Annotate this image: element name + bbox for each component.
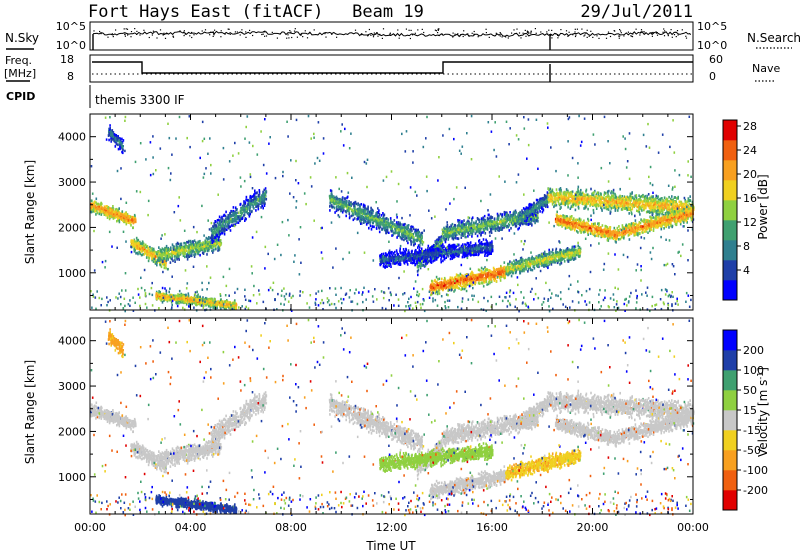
cpid-panel: CPID themis 3300 IF xyxy=(6,85,185,108)
nave-label: Nave xyxy=(752,62,780,75)
nsky-trace xyxy=(93,28,691,50)
nave-tick-bottom: 0 xyxy=(709,70,716,83)
station-title: Fort Hays East (fitACF) xyxy=(88,2,323,22)
time-axis-label: Time UT xyxy=(365,539,416,553)
velocity-scatter xyxy=(90,319,695,517)
power-x-ticks xyxy=(90,114,693,310)
nsky-tick-bottom: 10^0 xyxy=(56,39,86,52)
nsearch-tick-top: 10^5 xyxy=(697,20,727,33)
freq-panel: Freq. [MHz] 18 8 60 0 Nave xyxy=(4,53,780,83)
velocity-colorbar-label: Velocity [m s-1] xyxy=(756,367,770,457)
freq-label: Freq. xyxy=(5,54,32,67)
cpid-program: themis 3300 IF xyxy=(95,93,185,107)
velocity-y-label: Slant Range [km] xyxy=(23,360,37,464)
power-scatter xyxy=(90,115,695,313)
nsearch-label: N.Search xyxy=(747,31,800,45)
frequency-trace xyxy=(92,62,693,73)
freq-tick-bottom: 8 xyxy=(67,70,74,83)
nsky-panel: N.Sky 10^5 10^0 10^5 10^0 N.Search xyxy=(5,20,800,52)
cpid-label: CPID xyxy=(6,90,35,103)
nave-tick-top: 60 xyxy=(709,53,723,66)
power-y-label: Slant Range [km] xyxy=(23,160,37,264)
nsky-label: N.Sky xyxy=(5,31,39,45)
freq-tick-top: 18 xyxy=(60,53,74,66)
power-colorbar-label: Power [dB] xyxy=(756,174,770,239)
beam-label: Beam 19 xyxy=(352,2,424,22)
nsearch-tick-bottom: 10^0 xyxy=(697,39,727,52)
freq-unit-label: [MHz] xyxy=(4,67,36,80)
date-label: 29/Jul/2011 xyxy=(580,2,693,22)
nsky-tick-top: 10^5 xyxy=(56,20,86,33)
